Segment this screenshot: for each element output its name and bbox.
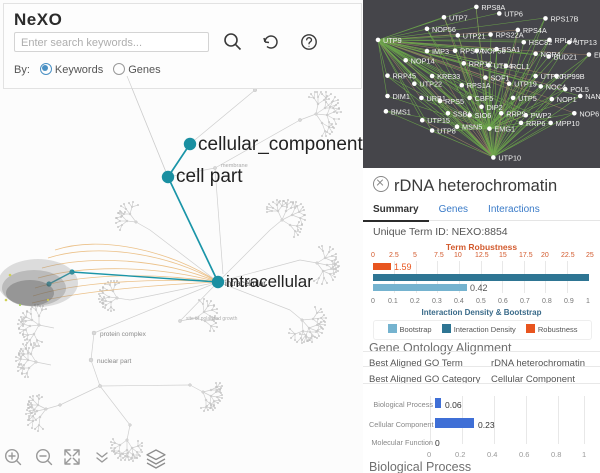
svg-text:SSB1: SSB1 <box>453 109 472 118</box>
svg-text:RRP12: RRP12 <box>469 59 493 68</box>
svg-text:RP99B: RP99B <box>562 72 585 81</box>
svg-text:EMG1: EMG1 <box>494 125 515 134</box>
svg-text:UTP9: UTP9 <box>383 36 402 45</box>
svg-text:RRP45: RRP45 <box>392 72 416 81</box>
svg-text:MSN5: MSN5 <box>462 123 482 132</box>
svg-text:UTP15: UTP15 <box>427 116 450 125</box>
svg-text:RCL1: RCL1 <box>511 62 530 71</box>
svg-text:NOP1: NOP1 <box>557 95 577 104</box>
svg-text:BMS1: BMS1 <box>391 107 411 116</box>
svg-text:RPS7A: RPS7A <box>460 47 484 56</box>
svg-text:NOP56: NOP56 <box>432 25 456 34</box>
svg-text:BUD21: BUD21 <box>554 52 578 61</box>
svg-text:RRP6: RRP6 <box>526 119 545 128</box>
svg-text:MPP10: MPP10 <box>556 119 580 128</box>
svg-text:NOP6: NOP6 <box>579 109 599 118</box>
svg-text:SSA1: SSA1 <box>502 45 521 54</box>
svg-text:HSC82: HSC82 <box>529 38 553 47</box>
svg-text:URB1: URB1 <box>426 94 445 103</box>
svg-text:CBF5: CBF5 <box>475 94 494 103</box>
svg-text:RPS5: RPS5 <box>445 97 464 106</box>
svg-text:RRP9: RRP9 <box>506 109 525 118</box>
svg-text:RPS8A: RPS8A <box>481 3 505 12</box>
svg-text:RPS1A: RPS1A <box>467 81 491 90</box>
svg-text:UTP20: UTP20 <box>541 72 564 81</box>
svg-text:RPS4A: RPS4A <box>523 26 547 35</box>
svg-text:UTP8: UTP8 <box>437 127 456 136</box>
svg-text:DIM1: DIM1 <box>392 92 409 101</box>
svg-text:UTP19: UTP19 <box>514 80 537 89</box>
svg-text:UTP5: UTP5 <box>518 94 537 103</box>
svg-text:UTP13: UTP13 <box>574 38 597 47</box>
svg-text:SOF1: SOF1 <box>490 74 509 83</box>
svg-text:UTP4: UTP4 <box>494 61 513 70</box>
svg-text:ENP1: ENP1 <box>594 51 600 60</box>
svg-text:UTP10: UTP10 <box>498 153 521 162</box>
svg-text:UTP7: UTP7 <box>449 13 468 22</box>
svg-text:UTP6: UTP6 <box>504 9 523 18</box>
svg-text:NOP14: NOP14 <box>411 56 435 65</box>
svg-text:NOC4: NOC4 <box>546 82 566 91</box>
svg-text:IMP3: IMP3 <box>432 47 449 56</box>
svg-text:UTP22: UTP22 <box>419 80 442 89</box>
svg-text:NAN1: NAN1 <box>585 92 600 101</box>
svg-text:RPS17B: RPS17B <box>550 14 578 23</box>
svg-text:RPS22A: RPS22A <box>496 31 524 40</box>
svg-text:SIO6: SIO6 <box>475 111 492 120</box>
svg-text:UTP21: UTP21 <box>463 31 486 40</box>
